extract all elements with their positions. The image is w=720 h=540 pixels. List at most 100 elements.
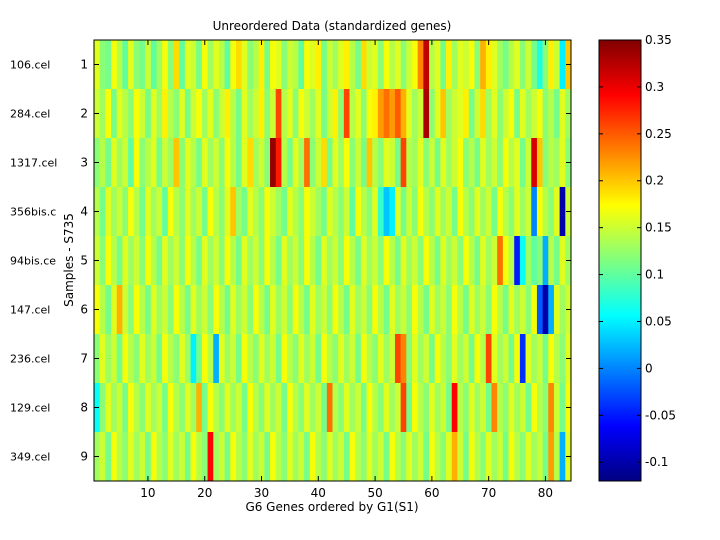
heatmap-cell: [457, 138, 464, 188]
heatmap-cell: [451, 383, 458, 433]
heatmap-cell: [474, 236, 481, 286]
heatmap-cell: [383, 138, 390, 188]
heatmap-cell: [406, 187, 413, 237]
heatmap-cell: [298, 334, 305, 384]
x-tick-label: 40: [311, 486, 326, 500]
heatmap-cell: [559, 285, 566, 335]
heatmap-cell: [332, 187, 339, 237]
heatmap-cell: [196, 236, 203, 286]
heatmap-cell: [264, 383, 271, 433]
heatmap-cell: [525, 138, 532, 188]
heatmap-cell: [514, 187, 521, 237]
heatmap-cell: [218, 187, 225, 237]
heatmap-cell: [440, 40, 447, 90]
heatmap-cell: [235, 89, 242, 139]
heatmap-cell: [184, 334, 191, 384]
heatmap-cell: [184, 383, 191, 433]
heatmap-cell: [321, 334, 328, 384]
heatmap-cell: [536, 334, 543, 384]
heatmap-cells: [94, 40, 572, 482]
heatmap-cell: [406, 383, 413, 433]
heatmap-cell: [270, 432, 277, 482]
heatmap-cell: [298, 40, 305, 90]
heatmap-cell: [463, 40, 470, 90]
heatmap-cell: [485, 236, 492, 286]
heatmap-cell: [275, 40, 282, 90]
heatmap-cell: [463, 138, 470, 188]
heatmap-cell: [423, 187, 430, 237]
heatmap-cell: [485, 89, 492, 139]
heatmap-cell: [213, 138, 220, 188]
heatmap-cell: [315, 383, 322, 433]
heatmap-cell: [360, 285, 367, 335]
heatmap-cell: [173, 89, 180, 139]
heatmap-cell: [304, 285, 311, 335]
heatmap-cell: [480, 89, 487, 139]
heatmap-cell: [531, 89, 538, 139]
colorbar-tick-label: 0.35: [645, 33, 672, 47]
colorbar-ticks: 0.35 0.3 0.25 0.2 0.15 0.1 0.05 0 -0.05 -0.1: [599, 33, 676, 469]
heatmap-cell: [179, 187, 186, 237]
heatmap-cell: [139, 432, 146, 482]
heatmap-cell: [224, 40, 231, 90]
heatmap-cell: [446, 138, 453, 188]
heatmap-cell: [122, 334, 129, 384]
heatmap-cell: [184, 285, 191, 335]
heatmap-cell: [207, 187, 214, 237]
sample-label: 129.cel: [10, 402, 50, 415]
heatmap-cell: [315, 236, 322, 286]
heatmap-cell: [377, 383, 384, 433]
heatmap-cell: [309, 89, 316, 139]
heatmap-cell: [207, 383, 214, 433]
heatmap-cell: [468, 334, 475, 384]
heatmap-cell: [343, 285, 350, 335]
heatmap-cell: [173, 138, 180, 188]
heatmap-cell: [463, 334, 470, 384]
heatmap-cell: [491, 40, 498, 90]
heatmap-cell: [207, 432, 214, 482]
heatmap-cell: [184, 432, 191, 482]
heatmap-cell: [99, 383, 106, 433]
heatmap-cell: [235, 432, 242, 482]
heatmap-cell: [429, 383, 436, 433]
heatmap-cell: [201, 383, 208, 433]
heatmap-cell: [491, 236, 498, 286]
heatmap-cell: [542, 334, 549, 384]
heatmap-cell: [519, 383, 526, 433]
heatmap-cell: [548, 285, 555, 335]
heatmap-cell: [230, 187, 237, 237]
heatmap-cell: [338, 285, 345, 335]
heatmap-cell: [162, 432, 169, 482]
heatmap-cell: [184, 89, 191, 139]
y-axis-label: Samples - S735: [62, 213, 76, 307]
heatmap-cell: [332, 383, 339, 433]
heatmap-cell: [536, 383, 543, 433]
heatmap-cell: [150, 285, 157, 335]
heatmap-cell: [275, 138, 282, 188]
heatmap-cell: [474, 285, 481, 335]
heatmap-cell: [235, 40, 242, 90]
heatmap-cell: [167, 40, 174, 90]
heatmap-cell: [349, 334, 356, 384]
heatmap-cell: [440, 383, 447, 433]
heatmap-cell: [139, 383, 146, 433]
heatmap-cell: [162, 383, 169, 433]
y-tick-label: 3: [80, 156, 88, 170]
heatmap-cell: [156, 383, 163, 433]
heatmap-cell: [434, 334, 441, 384]
heatmap-cell: [275, 334, 282, 384]
heatmap-cell: [196, 138, 203, 188]
heatmap-cell: [235, 334, 242, 384]
heatmap-cell: [355, 40, 362, 90]
heatmap-cell: [179, 334, 186, 384]
heatmap-cell: [304, 236, 311, 286]
heatmap-cell: [133, 432, 140, 482]
heatmap-cell: [366, 334, 373, 384]
heatmap-cell: [446, 334, 453, 384]
heatmap-cell: [508, 285, 515, 335]
heatmap-cell: [480, 40, 487, 90]
colorbar-tick-label: 0.05: [645, 314, 672, 328]
heatmap-cell: [145, 138, 152, 188]
heatmap-cell: [536, 40, 543, 90]
heatmap-cell: [485, 40, 492, 90]
